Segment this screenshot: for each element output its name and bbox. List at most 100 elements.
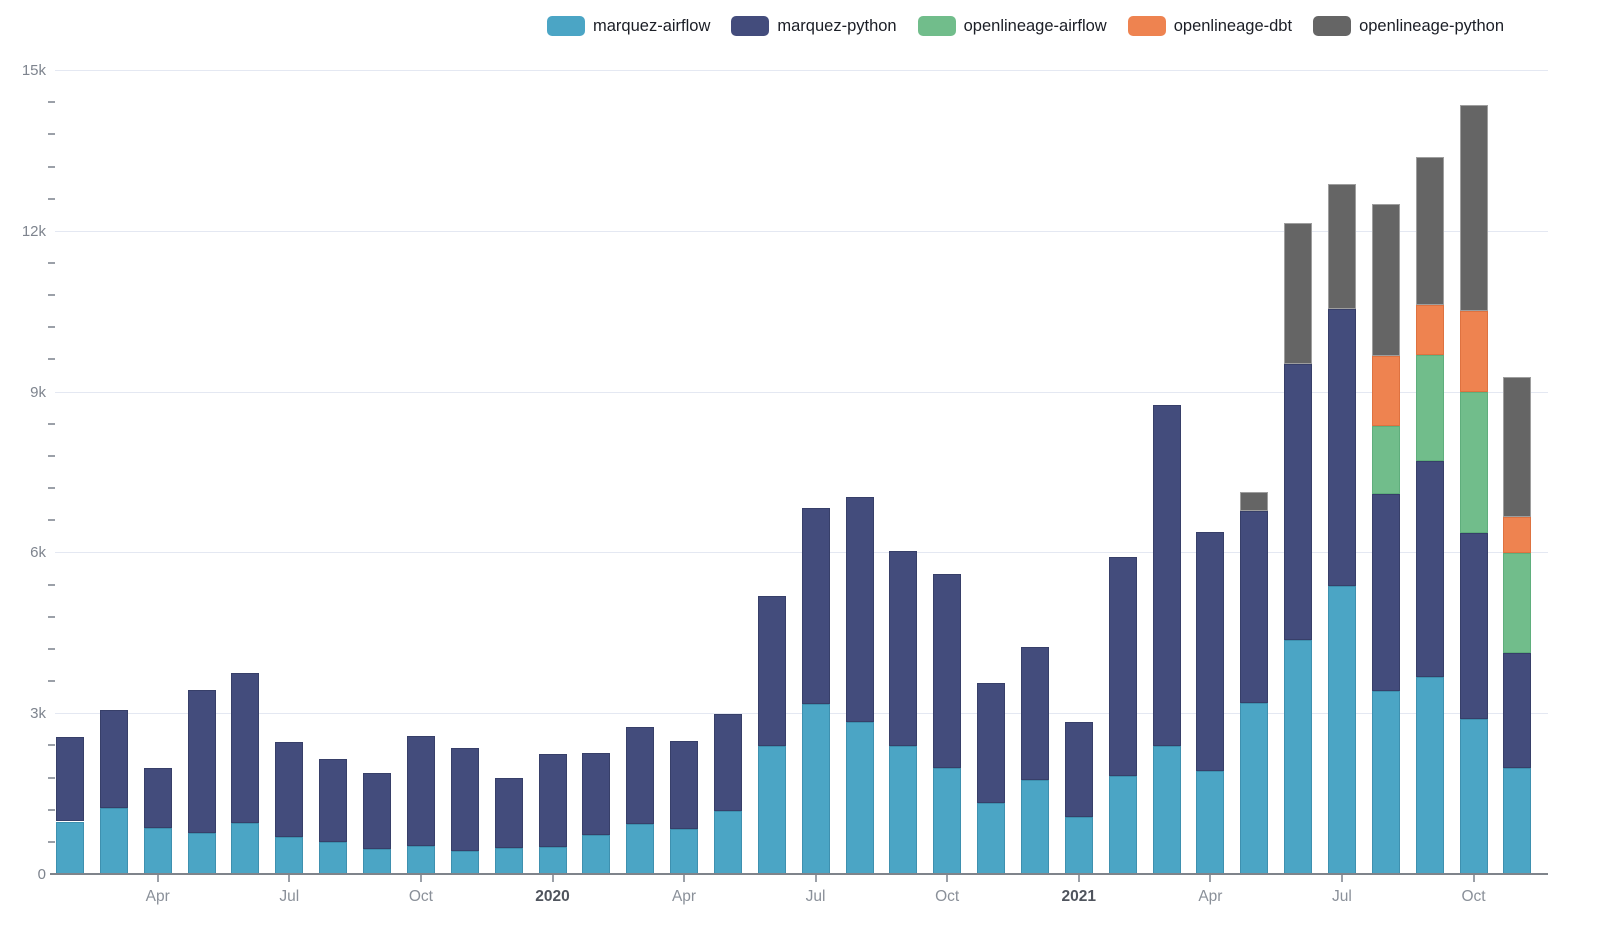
bar-segment-openlineage-airflow[interactable] bbox=[1503, 552, 1532, 654]
bar-segment-openlineage-python[interactable] bbox=[1459, 104, 1488, 311]
bar-segment-marquez-airflow[interactable] bbox=[1064, 816, 1093, 874]
bar-segment-marquez-airflow[interactable] bbox=[626, 824, 655, 874]
bar-segment-marquez-airflow[interactable] bbox=[582, 834, 611, 874]
bar-segment-marquez-airflow[interactable] bbox=[977, 803, 1006, 874]
bar-segment-marquez-airflow[interactable] bbox=[1108, 775, 1137, 874]
legend-swatch-icon bbox=[731, 16, 770, 36]
bar-segment-marquez-airflow[interactable] bbox=[450, 851, 479, 874]
bar-segment-openlineage-python[interactable] bbox=[1503, 376, 1532, 517]
bar-segment-marquez-python[interactable] bbox=[933, 574, 962, 769]
bar-segment-marquez-airflow[interactable] bbox=[363, 849, 391, 874]
x-axis-line bbox=[50, 873, 1548, 875]
bar-segment-openlineage-dbt[interactable] bbox=[1459, 310, 1488, 393]
bar-segment-marquez-python[interactable] bbox=[143, 767, 172, 828]
y-minor-tick bbox=[48, 294, 55, 297]
bar-segment-marquez-airflow[interactable] bbox=[1020, 780, 1049, 874]
bar-segment-marquez-airflow[interactable] bbox=[319, 842, 348, 874]
bar-segment-marquez-airflow[interactable] bbox=[1284, 639, 1313, 874]
bar-segment-marquez-python[interactable] bbox=[1503, 653, 1532, 769]
bar-segment-openlineage-dbt[interactable] bbox=[1415, 304, 1444, 356]
bar-segment-openlineage-airflow[interactable] bbox=[1415, 355, 1444, 461]
bar-segment-marquez-airflow[interactable] bbox=[933, 768, 962, 874]
bar-segment-marquez-python[interactable] bbox=[845, 496, 874, 722]
bar-segment-marquez-airflow[interactable] bbox=[494, 848, 523, 874]
bar-segment-marquez-airflow[interactable] bbox=[56, 821, 84, 874]
bar-segment-marquez-airflow[interactable] bbox=[143, 827, 172, 874]
bar-segment-marquez-python[interactable] bbox=[1020, 646, 1049, 781]
bar-segment-openlineage-dbt[interactable] bbox=[1503, 517, 1532, 553]
bar-segment-marquez-python[interactable] bbox=[801, 507, 830, 705]
x-axis-tick bbox=[1077, 875, 1080, 882]
bar-segment-marquez-airflow[interactable] bbox=[1459, 719, 1488, 874]
bar-segment-marquez-airflow[interactable] bbox=[757, 746, 786, 874]
bar-segment-marquez-airflow[interactable] bbox=[1196, 771, 1225, 874]
bar-segment-marquez-airflow[interactable] bbox=[713, 810, 742, 874]
bar-segment-openlineage-dbt[interactable] bbox=[1371, 356, 1400, 427]
bar-segment-marquez-airflow[interactable] bbox=[1152, 745, 1181, 874]
legend-swatch-icon bbox=[1313, 16, 1352, 36]
bar-segment-marquez-airflow[interactable] bbox=[889, 746, 918, 874]
bar-segment-openlineage-python[interactable] bbox=[1327, 184, 1356, 310]
bar-segment-marquez-airflow[interactable] bbox=[99, 807, 128, 874]
bar-segment-marquez-python[interactable] bbox=[319, 759, 348, 843]
bar-segment-marquez-python[interactable] bbox=[1152, 404, 1181, 746]
bar-segment-openlineage-python[interactable] bbox=[1284, 223, 1313, 365]
bar-segment-marquez-python[interactable] bbox=[670, 740, 698, 829]
bar-segment-marquez-airflow[interactable] bbox=[845, 721, 874, 874]
bar-segment-marquez-airflow[interactable] bbox=[538, 847, 567, 874]
bar-segment-marquez-python[interactable] bbox=[1108, 557, 1137, 776]
legend-item-openlineage-airflow[interactable]: openlineage-airflow bbox=[917, 16, 1107, 36]
bar-segment-marquez-airflow[interactable] bbox=[1415, 677, 1444, 874]
bar-segment-marquez-airflow[interactable] bbox=[801, 704, 830, 874]
bar-segment-marquez-python[interactable] bbox=[56, 737, 84, 822]
bar-segment-marquez-python[interactable] bbox=[187, 690, 216, 834]
bar-segment-marquez-python[interactable] bbox=[626, 726, 655, 825]
bar-segment-openlineage-python[interactable] bbox=[1240, 492, 1269, 512]
bar-segment-marquez-python[interactable] bbox=[1327, 309, 1356, 586]
bar-segment-marquez-python[interactable] bbox=[582, 753, 611, 835]
bar-segment-marquez-airflow[interactable] bbox=[406, 846, 435, 874]
legend-item-openlineage-dbt[interactable]: openlineage-dbt bbox=[1127, 16, 1293, 36]
bar-segment-marquez-airflow[interactable] bbox=[1327, 585, 1356, 874]
legend-label: openlineage-dbt bbox=[1173, 16, 1293, 35]
y-axis-label: 15k bbox=[21, 62, 46, 79]
bar-segment-openlineage-python[interactable] bbox=[1415, 156, 1444, 305]
bar-segment-marquez-python[interactable] bbox=[1284, 364, 1313, 640]
bar-segment-marquez-airflow[interactable] bbox=[1503, 768, 1532, 874]
bar-segment-marquez-airflow[interactable] bbox=[1371, 690, 1400, 874]
bar-segment-marquez-airflow[interactable] bbox=[1240, 703, 1269, 874]
bar-segment-marquez-python[interactable] bbox=[231, 672, 260, 824]
bar-segment-marquez-airflow[interactable] bbox=[275, 837, 304, 874]
bar-segment-marquez-python[interactable] bbox=[406, 736, 435, 847]
bar-segment-openlineage-python[interactable] bbox=[1371, 203, 1400, 357]
bar-segment-marquez-python[interactable] bbox=[977, 683, 1006, 804]
legend-item-marquez-airflow[interactable]: marquez-airflow bbox=[547, 16, 710, 36]
bar-segment-marquez-python[interactable] bbox=[494, 778, 523, 849]
bar-segment-openlineage-airflow[interactable] bbox=[1459, 392, 1488, 534]
bar-segment-marquez-python[interactable] bbox=[713, 714, 742, 811]
bar-segment-marquez-python[interactable] bbox=[1371, 494, 1400, 691]
bar-segment-marquez-python[interactable] bbox=[363, 773, 391, 850]
bar-segment-openlineage-airflow[interactable] bbox=[1371, 426, 1400, 494]
bar-segment-marquez-python[interactable] bbox=[757, 595, 786, 747]
y-gridline bbox=[55, 713, 1548, 715]
legend-item-openlineage-python[interactable]: openlineage-python bbox=[1313, 16, 1504, 36]
bar-segment-marquez-python[interactable] bbox=[1064, 721, 1093, 817]
bar-segment-marquez-python[interactable] bbox=[538, 753, 567, 848]
bar-segment-marquez-python[interactable] bbox=[275, 742, 304, 837]
bar-segment-marquez-airflow[interactable] bbox=[670, 829, 698, 874]
y-axis-label: 0 bbox=[37, 866, 46, 883]
bar-segment-marquez-python[interactable] bbox=[1196, 531, 1225, 772]
legend-swatch-icon bbox=[917, 16, 956, 36]
legend-item-marquez-python[interactable]: marquez-python bbox=[731, 16, 897, 36]
bar-segment-marquez-python[interactable] bbox=[1240, 511, 1269, 703]
bar-segment-marquez-python[interactable] bbox=[450, 747, 479, 851]
y-minor-tick bbox=[48, 422, 55, 425]
bar-segment-marquez-python[interactable] bbox=[1459, 533, 1488, 720]
bar-segment-marquez-airflow[interactable] bbox=[187, 833, 216, 874]
x-axis-tick bbox=[288, 875, 291, 882]
bar-segment-marquez-python[interactable] bbox=[889, 550, 918, 747]
bar-segment-marquez-python[interactable] bbox=[99, 710, 128, 808]
bar-segment-marquez-python[interactable] bbox=[1415, 460, 1444, 678]
bar-segment-marquez-airflow[interactable] bbox=[231, 823, 260, 874]
